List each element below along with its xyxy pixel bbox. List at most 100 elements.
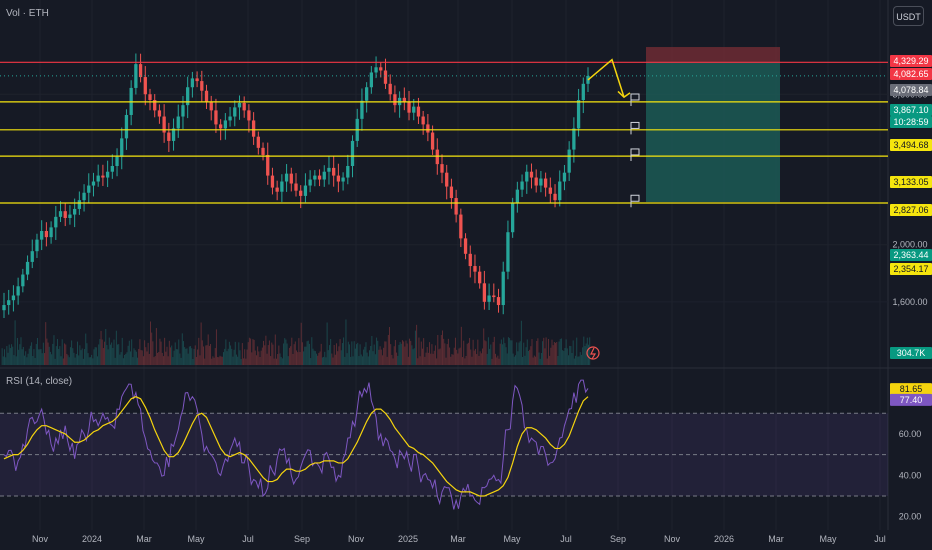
volume-bar — [250, 338, 252, 365]
volume-bar — [225, 339, 227, 365]
volume-bar — [205, 345, 207, 365]
rsi-tick-label: 20.00 — [899, 512, 922, 522]
volume-bar — [273, 358, 275, 365]
volume-bar — [286, 343, 288, 365]
volume-bar — [5, 357, 7, 365]
volume-bar — [66, 353, 68, 365]
volume-bar — [93, 349, 95, 365]
volume-bar — [235, 354, 237, 365]
price-label-tag — [890, 263, 932, 275]
candle-body — [327, 167, 331, 172]
candle-body — [11, 295, 16, 301]
volume-bar — [228, 341, 230, 365]
candle-body — [534, 177, 538, 186]
volume-bar — [157, 352, 159, 365]
volume-bar — [442, 330, 443, 365]
volume-bar — [292, 353, 294, 365]
volume-bar — [166, 346, 168, 365]
volume-bar — [563, 350, 565, 365]
price-label-text: 3,867.10 — [893, 105, 928, 115]
volume-bar — [457, 353, 459, 365]
candle-body — [162, 116, 166, 133]
candle-body — [529, 171, 534, 178]
volume-bar — [420, 341, 422, 365]
volume-bar — [473, 350, 475, 365]
volume-bar — [487, 337, 489, 365]
volume-bar — [151, 332, 153, 365]
volume-bar — [67, 355, 69, 365]
time-tick-label: Mar — [136, 534, 152, 544]
candle-body — [30, 251, 34, 262]
volume-bar — [265, 335, 267, 365]
volume-bar — [536, 340, 538, 365]
price-label-tag — [890, 68, 932, 80]
volume-bar — [98, 344, 100, 365]
volume-bar — [491, 358, 493, 365]
volume-bar — [198, 337, 200, 365]
volume-bar — [64, 343, 66, 365]
volume-bar — [114, 357, 116, 365]
volume-bar — [513, 356, 515, 365]
volume-label-text: 304.7K — [897, 348, 926, 358]
time-tick-label: Jul — [874, 534, 886, 544]
horizontal-levels[interactable] — [0, 61, 888, 204]
volume-bar — [311, 337, 313, 365]
volume-bar — [115, 330, 117, 365]
volume-bar — [270, 356, 272, 365]
volume-bar — [325, 357, 327, 365]
candle-body — [294, 183, 298, 191]
volume-bar — [11, 344, 13, 365]
volume-bar — [233, 349, 235, 365]
volume-bar — [58, 348, 60, 365]
volume-bar — [300, 322, 302, 365]
volume-bar — [337, 351, 339, 365]
candle-body — [558, 181, 562, 201]
candle-body — [7, 300, 11, 306]
volume-bar — [458, 348, 460, 365]
candle-body — [322, 171, 326, 180]
volume-bar — [15, 356, 17, 365]
candle-body — [393, 94, 397, 106]
candle-body — [171, 128, 176, 141]
volume-bar — [210, 344, 212, 365]
volume-bar — [35, 344, 37, 365]
volume-bar — [411, 345, 413, 365]
time-axis: Nov 2024 Mar May Jul Sep Nov 2025 Mar May Jul Sep No… — [32, 534, 886, 544]
volume-bar — [258, 351, 260, 365]
volume-bar — [135, 351, 137, 365]
volume-bar — [512, 353, 514, 365]
volume-bar — [466, 343, 468, 365]
volume-bar — [31, 342, 33, 365]
volume-bar — [254, 350, 256, 365]
volume-bar — [125, 353, 127, 365]
candle-body — [463, 238, 468, 254]
price-tick-label: 1,600.00 — [892, 297, 927, 307]
volume-bar — [146, 351, 148, 365]
price-label-tag — [890, 104, 932, 116]
volume-bar — [202, 346, 204, 365]
volume-bar — [40, 349, 42, 365]
volume-bar — [152, 341, 154, 365]
volume-bar — [331, 353, 333, 365]
volume-bar — [358, 356, 360, 365]
volume-bar — [430, 353, 432, 365]
volume-bar — [444, 343, 446, 365]
position-zones[interactable] — [646, 47, 780, 202]
projection-drawings[interactable] — [586, 58, 640, 360]
volume-bar — [559, 339, 561, 365]
volume-bar — [7, 352, 9, 365]
currency-unit-button[interactable]: USDT — [893, 6, 924, 26]
volume-bar — [578, 356, 580, 365]
volume-bar — [307, 340, 309, 365]
volume-bar — [423, 338, 425, 365]
volume-bar — [393, 346, 395, 365]
volume-bar — [243, 358, 245, 365]
volume-bar — [494, 353, 496, 365]
candle-body — [237, 102, 242, 108]
volume-bars — [1, 319, 591, 365]
volume-bar — [47, 342, 49, 365]
volume-bar — [421, 348, 423, 365]
volume-bar — [326, 322, 328, 365]
volume-bar — [557, 356, 559, 365]
